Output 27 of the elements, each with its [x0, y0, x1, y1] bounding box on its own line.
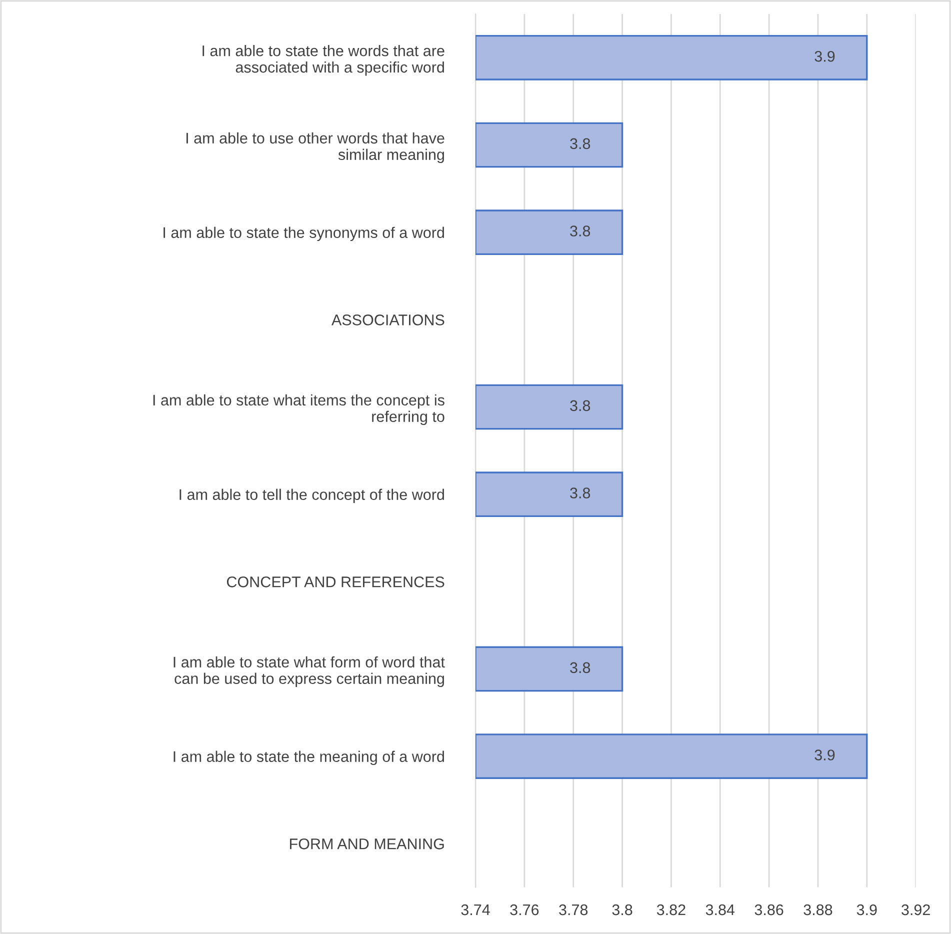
data-label: 3.8: [570, 662, 590, 674]
y-tick-label: I am able to tell the concept of the word: [180, 488, 444, 504]
y-tick-label: I am able to state the meaning of a word: [174, 750, 444, 766]
data-label: 3.9: [814, 50, 835, 62]
data-label: 3.8: [570, 488, 590, 498]
y-tick-label: I am able to state the synonyms of a word: [164, 226, 444, 242]
x-tick-label: 3.9: [856, 904, 877, 916]
y-tick-label: CONCEPT AND REFERENCES: [226, 576, 444, 588]
data-label: 3.8: [570, 400, 590, 412]
x-tick-label: 3.88: [804, 904, 832, 916]
x-tick-label: 3.8: [612, 904, 632, 916]
y-tick-label: I am able to state the words that are associated with a specific word: [202, 45, 444, 76]
y-tick-label: ASSOCIATIONS: [331, 314, 444, 326]
x-tick-label: 3.82: [656, 904, 686, 916]
data-label: 3.8: [570, 138, 590, 150]
y-tick-label: I am able to use other words that have similar meaning: [186, 132, 444, 164]
y-tick-label: I am able to state what items the concept is referring to: [153, 394, 444, 426]
y-tick-label: I am able to state what form of word that can be used to express certain meaning: [174, 656, 445, 688]
x-tick-label: 3.92: [902, 904, 930, 916]
x-tick-label: 3.84: [706, 904, 735, 916]
x-tick-label: 3.74: [461, 904, 490, 916]
x-tick-label: 3.78: [559, 904, 588, 916]
data-label: 3.9: [814, 750, 835, 760]
x-tick-label: 3.76: [510, 904, 539, 916]
data-label: 3.8: [570, 226, 590, 236]
x-tick-label: 3.86: [754, 904, 784, 916]
y-tick-label: FORM AND MEANING: [290, 838, 444, 850]
